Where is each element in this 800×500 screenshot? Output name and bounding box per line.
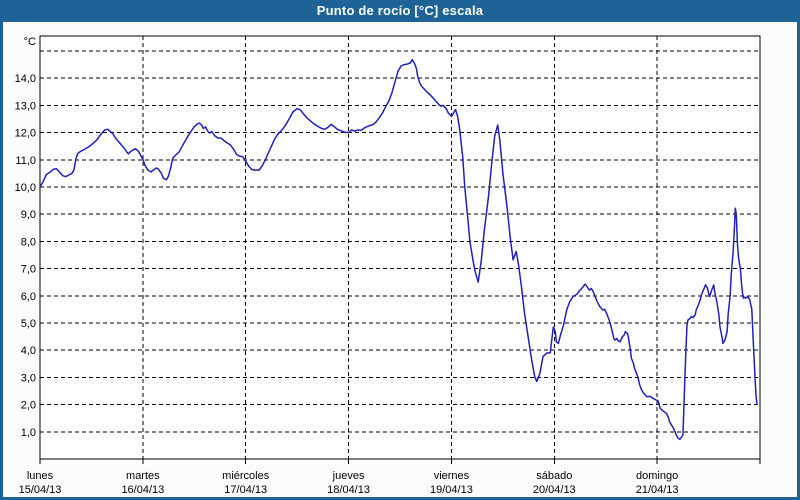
x-tick-date-label: 21/04/13 bbox=[636, 484, 679, 496]
title-bar: Punto de rocío [°C] escala bbox=[3, 0, 797, 22]
y-tick-label: 12,0 bbox=[15, 128, 36, 140]
y-tick-label: 14,0 bbox=[15, 73, 36, 85]
x-tick-date-label: 20/04/13 bbox=[533, 484, 576, 496]
x-tick-weekday-label: lunes bbox=[27, 470, 54, 482]
y-axis-unit-label: °C bbox=[24, 36, 36, 48]
x-tick-date-label: 18/04/13 bbox=[327, 484, 370, 496]
y-tick-label: 7,0 bbox=[21, 264, 36, 276]
y-tick-label: 6,0 bbox=[21, 291, 36, 303]
dew-point-line bbox=[39, 58, 758, 441]
y-tick-label: 13,0 bbox=[15, 100, 36, 112]
x-tick-date-label: 16/04/13 bbox=[121, 484, 164, 496]
y-tick-label: 4,0 bbox=[21, 345, 36, 357]
y-tick-label: 3,0 bbox=[21, 372, 36, 384]
x-tick-weekday-label: martes bbox=[126, 470, 160, 482]
y-tick-label: 2,0 bbox=[21, 400, 36, 412]
x-tick-date-label: 15/04/13 bbox=[19, 484, 62, 496]
chart-area: 1,0 2,0 3,0 4,0 5,0 6,0 7,0 8,0 9,0 10,0 11,0 12,0 1… bbox=[3, 22, 797, 497]
x-tick-weekday-label: viernes bbox=[434, 470, 470, 482]
y-tick-label: 8,0 bbox=[21, 236, 36, 248]
y-tick-label: 1,0 bbox=[21, 427, 36, 439]
x-tick-weekday-label: sábado bbox=[536, 470, 572, 482]
y-tick-label: 11,0 bbox=[15, 155, 36, 167]
dew-point-chart: 1,0 2,0 3,0 4,0 5,0 6,0 7,0 8,0 9,0 10,0 11,0 12,0 1… bbox=[15, 35, 761, 496]
x-tick-date-label: 17/04/13 bbox=[224, 484, 267, 496]
x-tick-weekday-label: domingo bbox=[636, 470, 678, 482]
chart-title: Punto de rocío [°C] escala bbox=[316, 3, 484, 18]
x-tick-weekday-label: jueves bbox=[332, 470, 365, 482]
y-tick-label: 10,0 bbox=[15, 182, 36, 194]
y-tick-label: 5,0 bbox=[21, 318, 36, 330]
y-tick-label: 9,0 bbox=[21, 209, 36, 221]
x-tick-date-label: 19/04/13 bbox=[430, 484, 473, 496]
x-tick-weekday-label: miércoles bbox=[222, 470, 270, 482]
plot-area bbox=[39, 35, 761, 460]
